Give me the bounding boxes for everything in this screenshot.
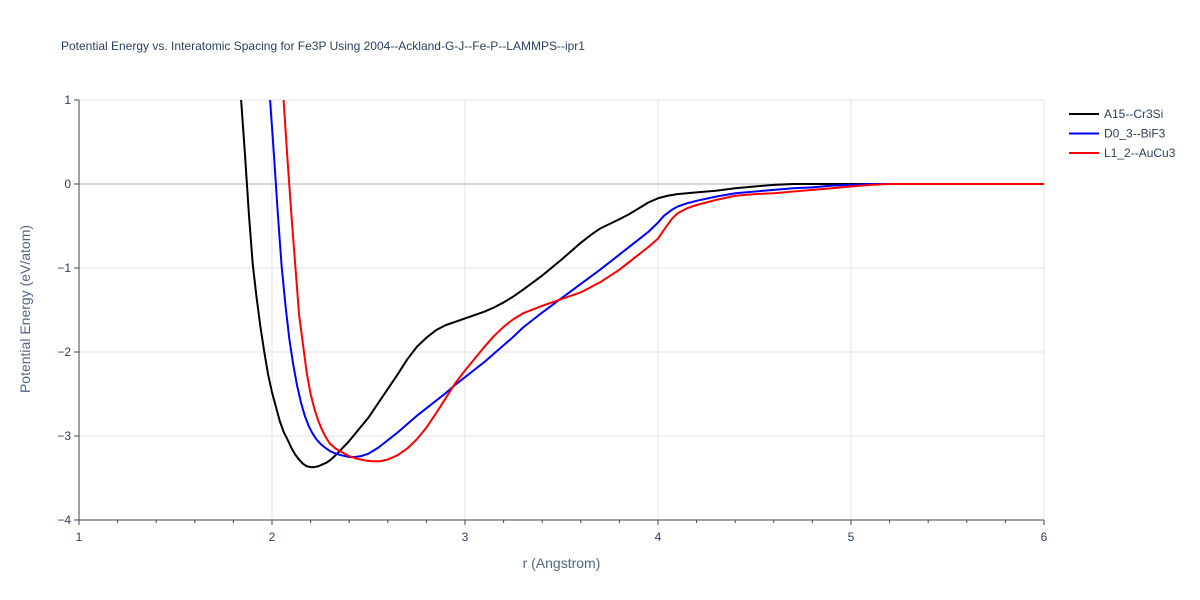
series-lines bbox=[240, 100, 1044, 469]
series-line-L1_2--AuCu3 bbox=[282, 100, 1044, 463]
y-tick-label: −3 bbox=[57, 429, 71, 443]
x-axis-title: r (Angstrom) bbox=[523, 555, 601, 571]
grid bbox=[79, 99, 1045, 520]
legend-item[interactable]: D0_3--BiF3 bbox=[1069, 127, 1166, 141]
y-tick-label: −4 bbox=[57, 513, 71, 527]
y-axis-ticks: 1 0 −1 −2 −3 −4 bbox=[57, 93, 79, 527]
y-tick-label: −1 bbox=[57, 261, 71, 275]
legend-label: D0_3--BiF3 bbox=[1104, 127, 1166, 141]
y-tick-label: −2 bbox=[57, 345, 71, 359]
x-tick-label: 1 bbox=[76, 530, 83, 544]
legend[interactable]: A15--Cr3Si D0_3--BiF3 L1_2--AuCu3 bbox=[1069, 107, 1176, 160]
axes bbox=[78, 100, 1044, 521]
y-axis-title: Potential Energy (eV/atom) bbox=[17, 225, 33, 393]
legend-label: L1_2--AuCu3 bbox=[1104, 146, 1176, 160]
legend-item[interactable]: L1_2--AuCu3 bbox=[1069, 146, 1176, 160]
x-axis-ticks: 1 2 3 4 5 6 bbox=[76, 520, 1048, 544]
y-tick-label: 0 bbox=[64, 177, 71, 191]
x-tick-label: 5 bbox=[848, 530, 855, 544]
x-tick-label: 6 bbox=[1041, 530, 1048, 544]
series-line-D0_3--BiF3 bbox=[269, 100, 1044, 458]
legend-label: A15--Cr3Si bbox=[1104, 107, 1163, 121]
legend-item[interactable]: A15--Cr3Si bbox=[1069, 107, 1163, 121]
x-tick-label: 4 bbox=[655, 530, 662, 544]
series-line-A15--Cr3Si bbox=[240, 100, 1044, 469]
x-tick-label: 3 bbox=[462, 530, 469, 544]
x-tick-label: 2 bbox=[269, 530, 276, 544]
chart-title: Potential Energy vs. Interatomic Spacing… bbox=[61, 39, 585, 53]
y-tick-label: 1 bbox=[64, 93, 71, 107]
